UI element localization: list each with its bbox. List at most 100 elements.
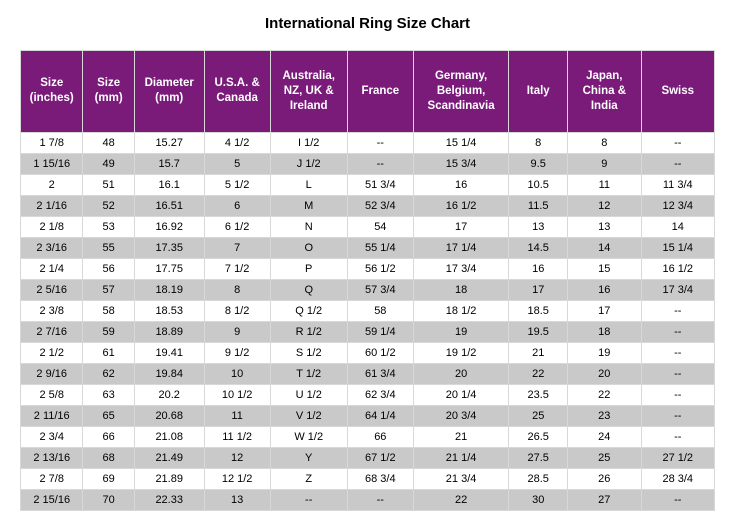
table-row: 2 1/45617.757 1/2P56 1/217 3/4161516 1/2 <box>21 258 715 279</box>
table-cell: 19.5 <box>509 321 568 342</box>
table-cell: -- <box>347 153 413 174</box>
table-cell: 69 <box>83 468 134 489</box>
table-cell: S 1/2 <box>270 342 347 363</box>
table-cell: 21 3/4 <box>413 468 508 489</box>
table-cell: 21.08 <box>134 426 204 447</box>
table-cell: 12 1/2 <box>204 468 270 489</box>
table-cell: 14.5 <box>509 237 568 258</box>
table-cell: 19 <box>568 342 641 363</box>
table-cell: -- <box>641 321 715 342</box>
table-cell: 65 <box>83 405 134 426</box>
table-cell: 14 <box>568 237 641 258</box>
table-cell: 51 <box>83 174 134 195</box>
table-cell: 2 3/4 <box>21 426 83 447</box>
table-cell: 17 3/4 <box>413 258 508 279</box>
table-cell: 10.5 <box>509 174 568 195</box>
table-cell: 57 <box>83 279 134 300</box>
table-cell: 61 3/4 <box>347 363 413 384</box>
table-cell: 17 3/4 <box>641 279 715 300</box>
table-cell: 16 <box>568 279 641 300</box>
table-cell: 56 1/2 <box>347 258 413 279</box>
table-cell: 67 1/2 <box>347 447 413 468</box>
table-cell: 4 1/2 <box>204 132 270 153</box>
table-cell: 11 1/2 <box>204 426 270 447</box>
table-cell: 17 <box>568 300 641 321</box>
table-cell: 27 <box>568 489 641 510</box>
table-cell: 2 3/8 <box>21 300 83 321</box>
table-cell: 70 <box>83 489 134 510</box>
table-row: 2 1/85316.926 1/2N5417131314 <box>21 216 715 237</box>
table-cell: 52 <box>83 195 134 216</box>
table-cell: 2 5/8 <box>21 384 83 405</box>
table-cell: 18.19 <box>134 279 204 300</box>
table-cell: 22 <box>413 489 508 510</box>
table-cell: 56 <box>83 258 134 279</box>
table-cell: 10 1/2 <box>204 384 270 405</box>
col-size-inches: Size (inches) <box>21 51 83 133</box>
table-cell: 19.41 <box>134 342 204 363</box>
table-cell: 2 3/16 <box>21 237 83 258</box>
table-cell: Y <box>270 447 347 468</box>
table-cell: -- <box>641 342 715 363</box>
table-row: 2 1/26119.419 1/2S 1/260 1/219 1/22119-- <box>21 342 715 363</box>
table-cell: 62 <box>83 363 134 384</box>
table-cell: I 1/2 <box>270 132 347 153</box>
table-cell: 16.92 <box>134 216 204 237</box>
table-cell: 7 1/2 <box>204 258 270 279</box>
table-cell: 15 <box>568 258 641 279</box>
table-cell: 19.84 <box>134 363 204 384</box>
table-cell: 22 <box>509 363 568 384</box>
col-swiss: Swiss <box>641 51 715 133</box>
table-cell: 1 7/8 <box>21 132 83 153</box>
table-cell: 5 <box>204 153 270 174</box>
table-row: 2 3/46621.0811 1/2W 1/2662126.524-- <box>21 426 715 447</box>
table-cell: 2 7/8 <box>21 468 83 489</box>
table-cell: 17 1/4 <box>413 237 508 258</box>
table-cell: 51 3/4 <box>347 174 413 195</box>
table-cell: 16 <box>413 174 508 195</box>
table-cell: 16 1/2 <box>413 195 508 216</box>
table-cell: 13 <box>509 216 568 237</box>
table-cell: 68 3/4 <box>347 468 413 489</box>
table-cell: 62 3/4 <box>347 384 413 405</box>
col-france: France <box>347 51 413 133</box>
table-cell: 17.35 <box>134 237 204 258</box>
table-cell: -- <box>641 384 715 405</box>
table-cell: 54 <box>347 216 413 237</box>
table-cell: 2 1/2 <box>21 342 83 363</box>
table-row: 1 15/164915.75J 1/2--15 3/49.59-- <box>21 153 715 174</box>
table-cell: 15 1/4 <box>641 237 715 258</box>
table-cell: Q 1/2 <box>270 300 347 321</box>
table-body: 1 7/84815.274 1/2I 1/2--15 1/488--1 15/1… <box>21 132 715 510</box>
table-cell: 15 1/4 <box>413 132 508 153</box>
table-cell: 20 3/4 <box>413 405 508 426</box>
table-row: 2 5/165718.198Q57 3/418171617 3/4 <box>21 279 715 300</box>
table-row: 2 13/166821.4912Y67 1/221 1/427.52527 1/… <box>21 447 715 468</box>
table-cell: 60 1/2 <box>347 342 413 363</box>
table-cell: 16 1/2 <box>641 258 715 279</box>
table-cell: Z <box>270 468 347 489</box>
table-cell: 14 <box>641 216 715 237</box>
table-cell: 9 1/2 <box>204 342 270 363</box>
table-cell: 53 <box>83 216 134 237</box>
col-diameter-mm: Diameter (mm) <box>134 51 204 133</box>
table-cell: 49 <box>83 153 134 174</box>
table-cell: 21.49 <box>134 447 204 468</box>
table-cell: 2 9/16 <box>21 363 83 384</box>
table-cell: 15 3/4 <box>413 153 508 174</box>
table-row: 2 5/86320.210 1/2U 1/262 3/420 1/423.522… <box>21 384 715 405</box>
table-cell: P <box>270 258 347 279</box>
table-cell: 28.5 <box>509 468 568 489</box>
table-cell: 2 1/8 <box>21 216 83 237</box>
table-cell: 20 <box>568 363 641 384</box>
table-cell: 27 1/2 <box>641 447 715 468</box>
table-cell: 12 3/4 <box>641 195 715 216</box>
table-cell: 23 <box>568 405 641 426</box>
table-cell: 68 <box>83 447 134 468</box>
table-cell: 17 <box>509 279 568 300</box>
table-cell: 28 3/4 <box>641 468 715 489</box>
table-cell: 11 3/4 <box>641 174 715 195</box>
table-cell: 2 1/16 <box>21 195 83 216</box>
table-cell: 16 <box>509 258 568 279</box>
table-cell: 11 <box>568 174 641 195</box>
